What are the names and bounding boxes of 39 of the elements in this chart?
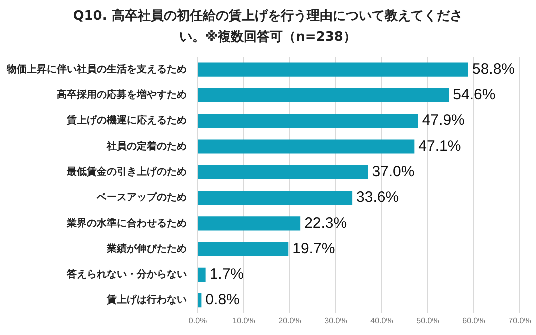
bar (198, 216, 301, 231)
data-label: 47.9% (422, 112, 465, 130)
bar (198, 242, 289, 256)
bar (198, 190, 353, 206)
bar (198, 165, 368, 180)
bar (198, 62, 468, 77)
y-tick-label: 物価上昇に伴い社員の生活を支えるため (6, 63, 187, 76)
y-tick-label: 最低賃金の引き上げのため (66, 166, 187, 178)
data-label: 37.0% (372, 164, 415, 181)
y-tick-label: 高卒採用の応募を増やすため (57, 89, 187, 102)
x-tick-label: 60.0% (462, 316, 486, 326)
chart-title: Q10. 高卒社員の初任給の賃上げを行う理由について教えてください。※複数回答可（n=238） (72, 8, 464, 47)
bar (198, 88, 450, 103)
data-label: 0.8% (206, 292, 240, 309)
x-tick-label: 30.0% (324, 316, 348, 326)
data-label: 47.1% (418, 138, 462, 155)
data-label: 1.7% (210, 266, 244, 284)
y-tick-label: 社員の定着のため (106, 140, 187, 152)
y-tick-label: 賃上げは行わない (106, 294, 187, 306)
x-tick-label: 20.0% (278, 316, 302, 326)
y-tick-label: 賃上げの機運に応えるため (66, 114, 187, 127)
data-label: 22.3% (304, 214, 348, 232)
bar (198, 140, 415, 154)
data-label: 19.7% (292, 240, 336, 258)
x-tick-label: 40.0% (370, 316, 394, 326)
x-tick-label: 0.0% (188, 316, 208, 326)
x-tick-label: 50.0% (416, 316, 440, 326)
data-label: 58.8% (472, 60, 516, 78)
y-tick-label: 業績が伸びたため (106, 242, 187, 255)
y-tick-label: 業界の水準に合わせるため (66, 217, 187, 230)
x-tick-label: 10.0% (232, 316, 256, 326)
data-label: 54.6% (453, 86, 496, 104)
bar (198, 294, 202, 308)
y-tick-label: 答えられない・分からない (66, 268, 187, 281)
bar (198, 268, 206, 282)
y-tick-label: ベースアップのため (96, 192, 187, 204)
data-label: 33.6% (356, 189, 400, 206)
x-tick-label: 70.0% (508, 316, 532, 326)
bar (198, 114, 418, 128)
